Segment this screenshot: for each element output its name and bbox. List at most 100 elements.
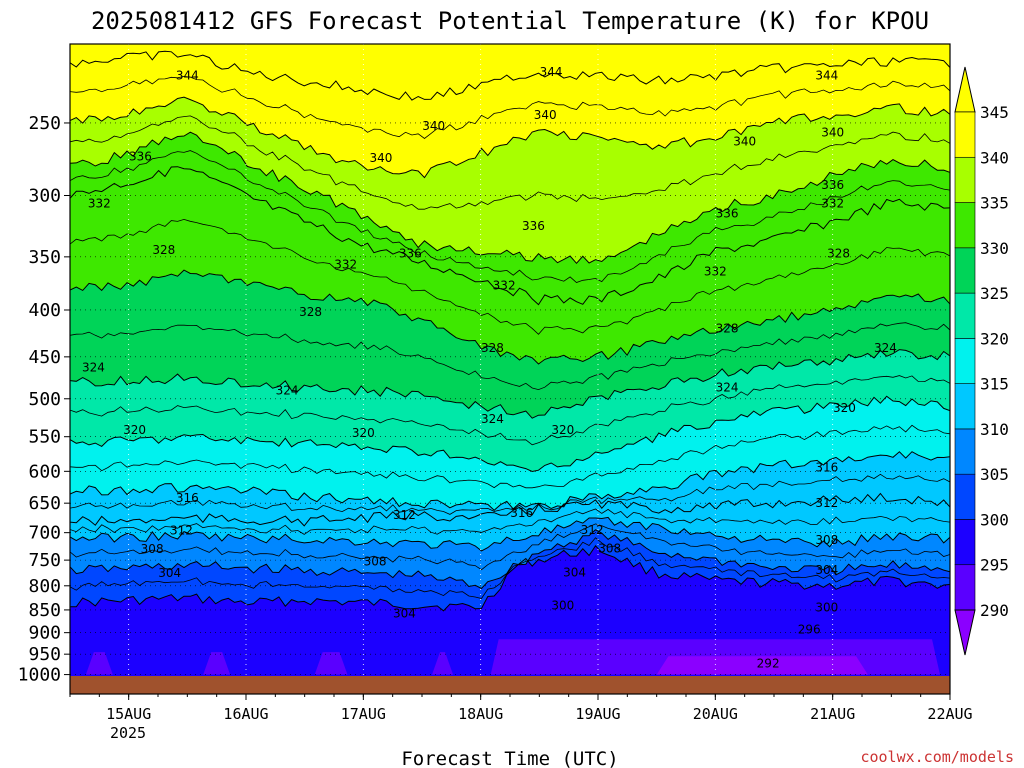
y-tick-label: 500 (28, 389, 61, 410)
contour-label-300: 300 (815, 601, 838, 615)
colorbar-tick-label: 345 (980, 103, 1009, 122)
y-tick-label: 400 (28, 300, 61, 321)
plot-area: 344 344 344 340 340 340 340 340 336 336 336 336 336 3… (70, 44, 950, 694)
contour-label-312: 312 (581, 523, 604, 537)
isentrope-intermediate (70, 508, 950, 535)
colorbar-tick-label: 295 (980, 556, 1009, 575)
isentrope-336 (70, 131, 950, 265)
x-tick-label: 16AUG (223, 705, 268, 723)
band-fill (70, 349, 950, 472)
cold-pocket (656, 656, 868, 675)
contour-label-320: 320 (352, 426, 375, 440)
colorbar-segment (954, 428, 976, 475)
colorbar-segment (954, 111, 976, 158)
contour-label-308: 308 (598, 541, 621, 555)
y-tick-label: 600 (28, 461, 61, 482)
contour-label-336: 336 (522, 219, 545, 233)
contour-label-324: 324 (276, 384, 299, 398)
contour-label-304: 304 (815, 563, 838, 577)
x-tick-label: 15AUG (106, 705, 151, 723)
band-fill (70, 166, 950, 364)
y-axis: 2503003504004505005506006507007508008509… (18, 113, 70, 686)
cold-pocket (85, 652, 113, 675)
colorbar-tick-label: 340 (980, 148, 1009, 167)
contour-label-332: 332 (334, 258, 357, 272)
isentrope-304 (70, 529, 950, 590)
contour-label-328: 328 (827, 246, 850, 260)
colorbar-segment (954, 292, 976, 339)
x-axis-year: 2025 (110, 724, 146, 742)
contour-label-336: 336 (821, 178, 844, 192)
band-fill (70, 270, 950, 419)
colorbar-segment (954, 564, 976, 611)
y-tick-label: 250 (28, 113, 61, 134)
contour-label-308: 308 (141, 542, 164, 556)
colorbar-tick-label: 325 (980, 284, 1009, 303)
contour-label-340: 340 (534, 108, 557, 122)
contour-label-328: 328 (481, 341, 504, 355)
contour-label-304: 304 (158, 566, 181, 580)
y-tick-label: 300 (28, 186, 61, 207)
contour-label-300: 300 (551, 599, 574, 613)
cold-pocket (203, 652, 231, 675)
isentrope-lines (70, 50, 950, 612)
contour-label-324: 324 (874, 341, 897, 355)
isentrope-332 (70, 166, 950, 306)
isentrope-308 (70, 516, 950, 552)
cold-pocket (432, 652, 454, 675)
contour-label-344: 344 (176, 69, 199, 83)
colorbar: 290 295 300 305 310 315 320 325 330 335 340 345 (954, 66, 1009, 656)
contour-label-292: 292 (757, 656, 780, 670)
isentrope-316 (70, 451, 950, 511)
band-fill (70, 493, 950, 551)
y-tick-label: 700 (28, 523, 61, 544)
contour-label-336: 336 (129, 150, 152, 164)
isentrope-intermediate (70, 115, 950, 210)
isentrope-intermediate (70, 75, 950, 140)
isentrope-328 (70, 269, 950, 365)
y-tick-label: 350 (28, 247, 61, 268)
isentrope-intermediate (70, 150, 950, 283)
colorbar-tick-label: 300 (980, 510, 1009, 529)
colorbar-tick-label: 290 (980, 601, 1009, 620)
colorbar-segment (954, 247, 976, 294)
colorbar-tick-label: 320 (980, 329, 1009, 348)
contour-label-320: 320 (833, 401, 856, 415)
isentrope-320 (70, 395, 950, 473)
contour-label-296: 296 (798, 623, 821, 637)
band-fill (70, 517, 950, 589)
contour-label-316: 316 (176, 491, 199, 505)
contour-label-308: 308 (364, 555, 387, 569)
colorbar-bottom-arrow (954, 609, 976, 656)
y-tick-label: 950 (28, 644, 61, 665)
isentrope-324 (70, 349, 950, 419)
x-axis-label: Forecast Time (UTC) (401, 748, 618, 768)
colorbar-segment (954, 156, 976, 203)
colorbar-segment (954, 383, 976, 430)
credit-text: coolwx.com/models (860, 748, 1014, 766)
contour-labels: 344 344 344 340 340 340 340 340 336 336 336 336 336 3… (82, 65, 897, 670)
contour-label-324: 324 (82, 360, 105, 374)
y-tick-label: 1000 (18, 665, 61, 686)
contour-label-324: 324 (481, 412, 504, 426)
contour-label-328: 328 (152, 243, 175, 257)
colorbar-tick-label: 330 (980, 239, 1009, 258)
isentrope-intermediate (70, 424, 950, 489)
contour-label-328: 328 (299, 305, 322, 319)
x-tick-label: 20AUG (693, 705, 738, 723)
x-tick-label: 21AUG (810, 705, 855, 723)
contour-label-312: 312 (170, 523, 193, 537)
cold-pocket (314, 652, 348, 675)
band-fill (70, 451, 950, 526)
contour-label-332: 332 (493, 278, 516, 292)
band-fill (70, 396, 950, 511)
isentrope-300 (70, 544, 950, 612)
contour-label-344: 344 (540, 65, 563, 79)
isentrope-344 (70, 50, 950, 101)
band-fill (70, 44, 950, 101)
contour-label-336: 336 (399, 246, 422, 260)
isentrope-340 (70, 96, 950, 179)
contour-label-312: 312 (393, 508, 416, 522)
x-axis: 15AUG 16AUG 17AUG 18AUG 19AUG 20AUG 21AUG 22AUG (69, 694, 973, 723)
